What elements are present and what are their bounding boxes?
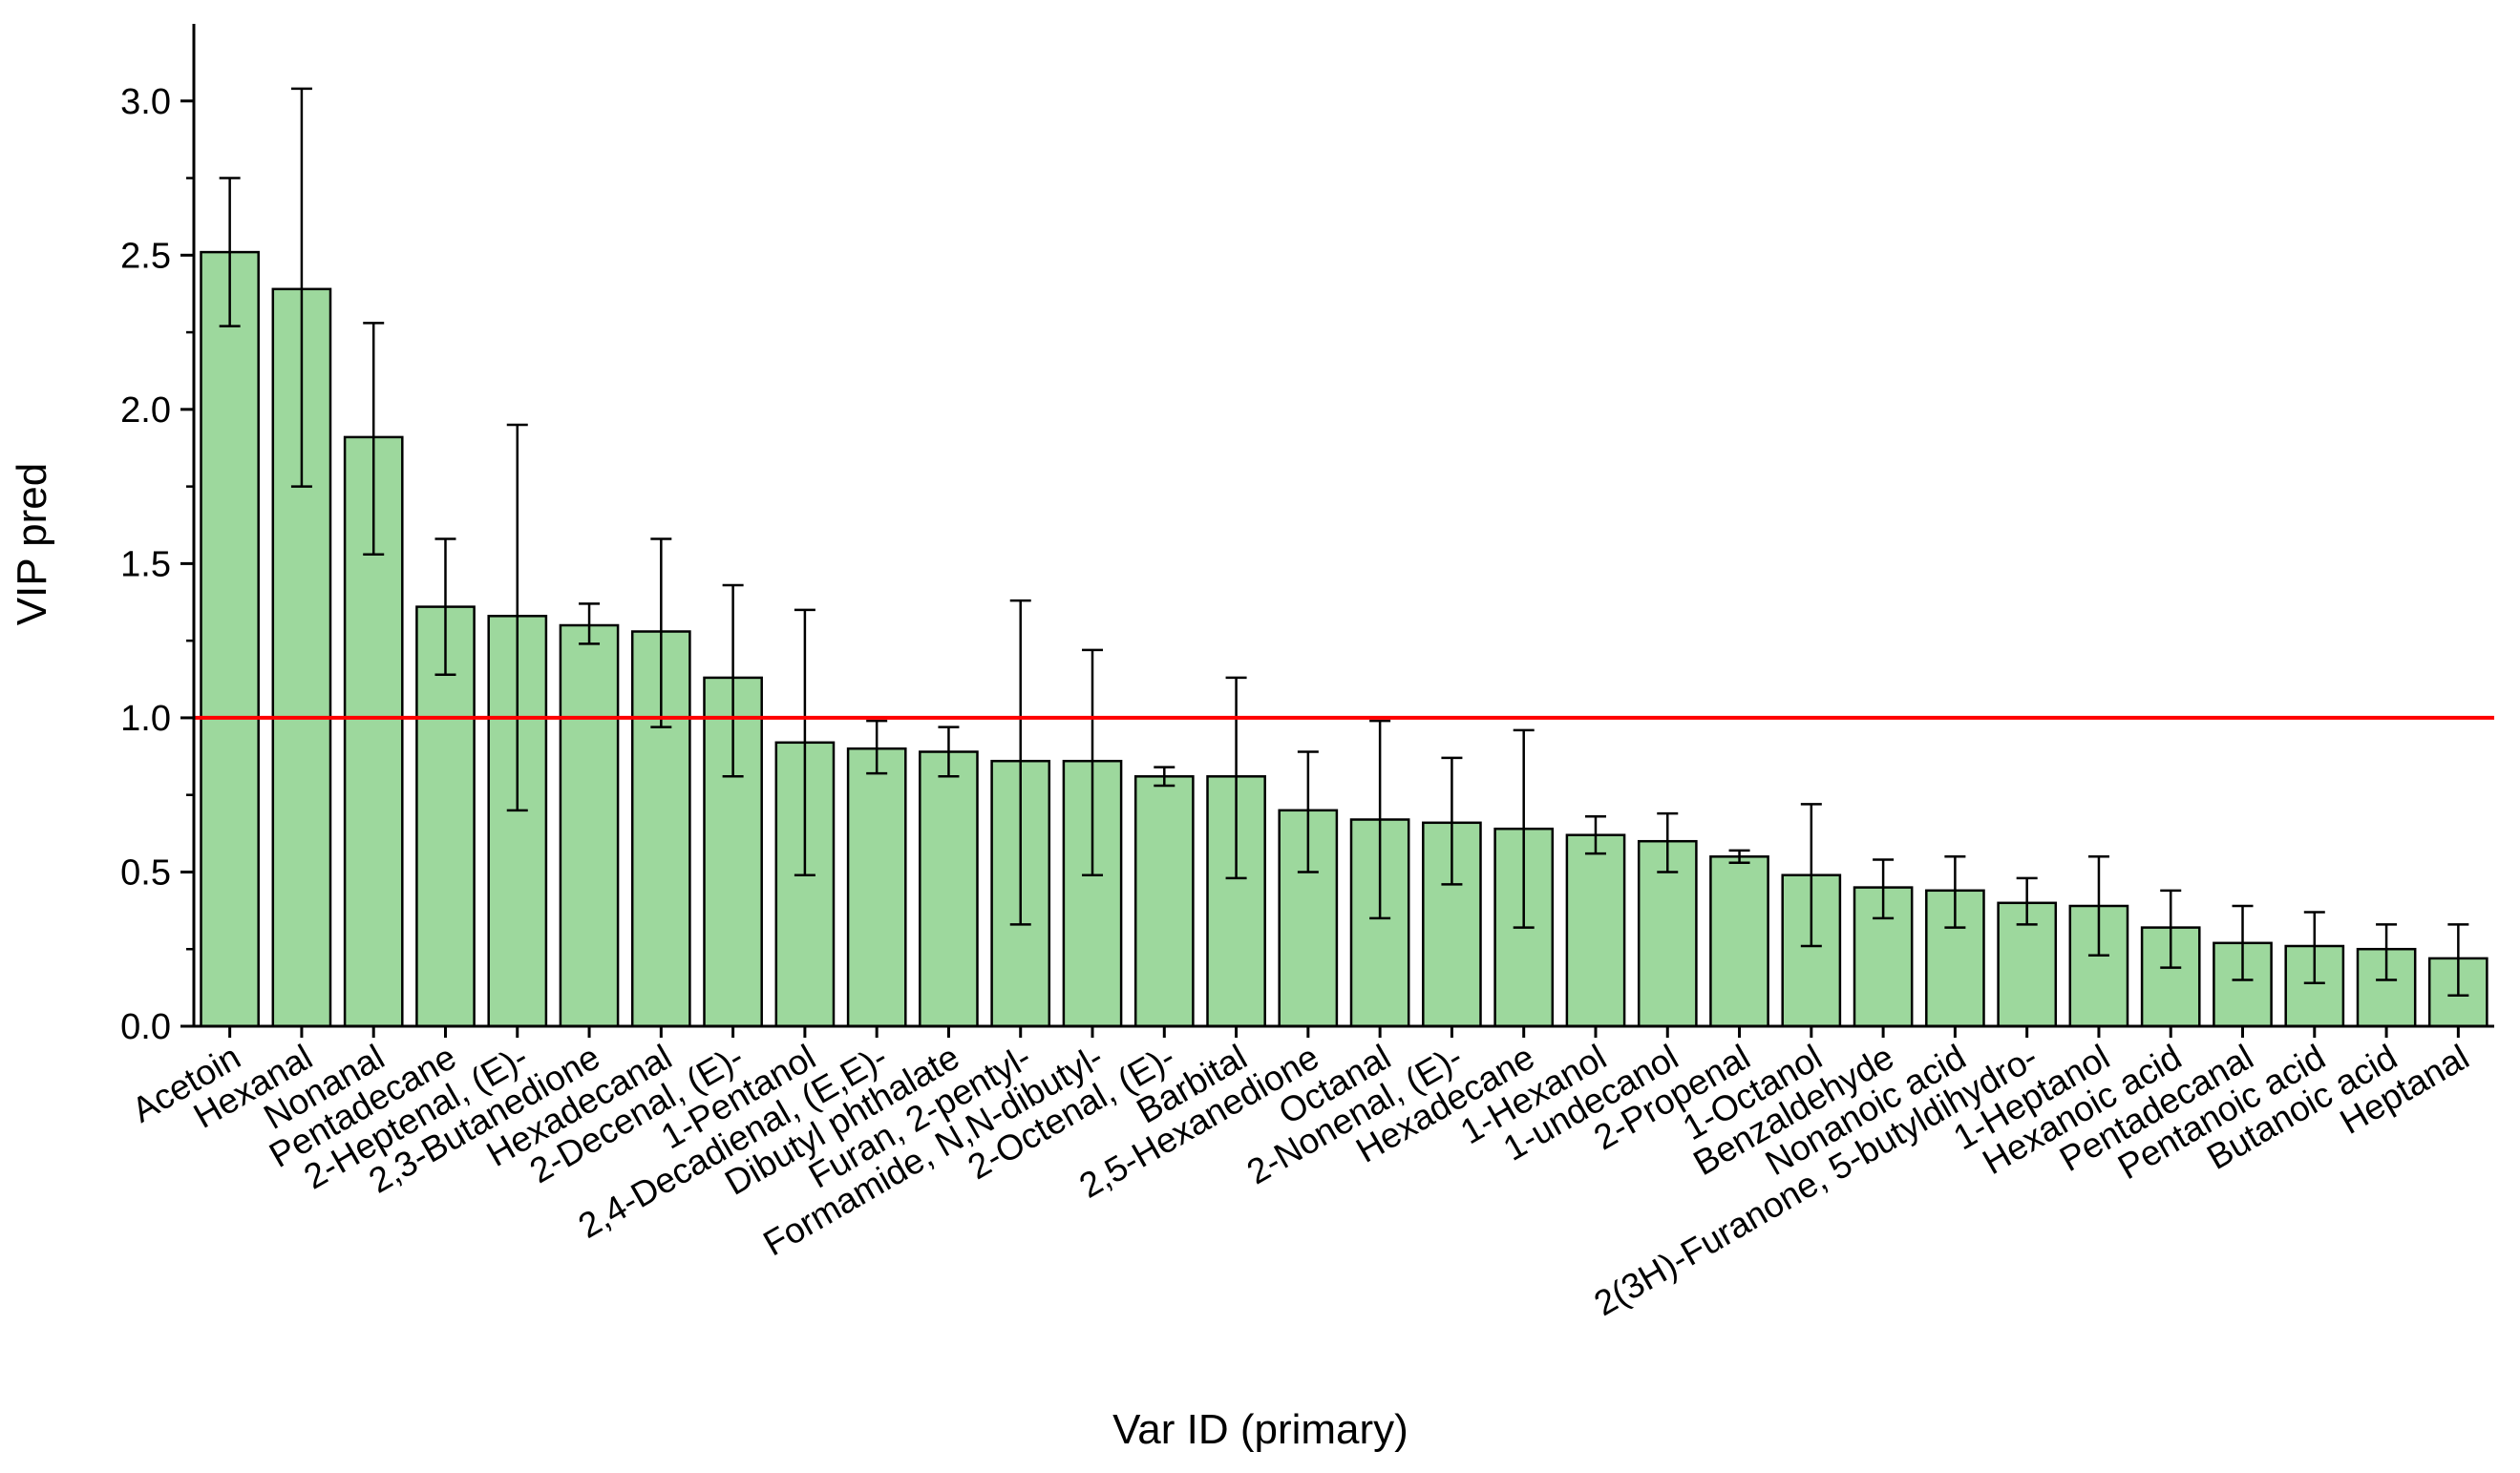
bar (846, 747, 907, 1028)
x-axis-title: Var ID (primary) (1112, 1406, 1408, 1453)
y-tick-label: 1.0 (120, 699, 171, 739)
bar (919, 750, 979, 1028)
bar (1565, 833, 1626, 1028)
bar (200, 250, 260, 1028)
bar (487, 615, 548, 1028)
bar (559, 623, 620, 1028)
bar (1133, 775, 1195, 1028)
y-tick-label: 3.0 (120, 82, 171, 122)
y-tick-label: 2.5 (120, 236, 171, 276)
y-tick-label: 2.0 (120, 390, 171, 431)
bar (1709, 855, 1769, 1028)
y-tick-label: 0.5 (120, 852, 171, 893)
bar (1853, 886, 1914, 1028)
y-tick-label: 0.0 (120, 1007, 171, 1047)
y-tick-label: 1.5 (120, 544, 171, 584)
error-bars-layer (219, 87, 2469, 997)
axes-layer (180, 24, 2494, 1038)
bars-layer (200, 250, 2488, 1028)
y-axis-title: VIP pred (9, 463, 55, 625)
